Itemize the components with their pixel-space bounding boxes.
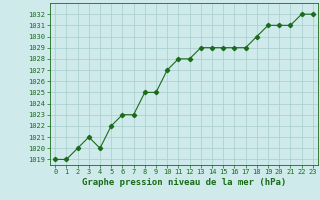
- X-axis label: Graphe pression niveau de la mer (hPa): Graphe pression niveau de la mer (hPa): [82, 178, 286, 187]
